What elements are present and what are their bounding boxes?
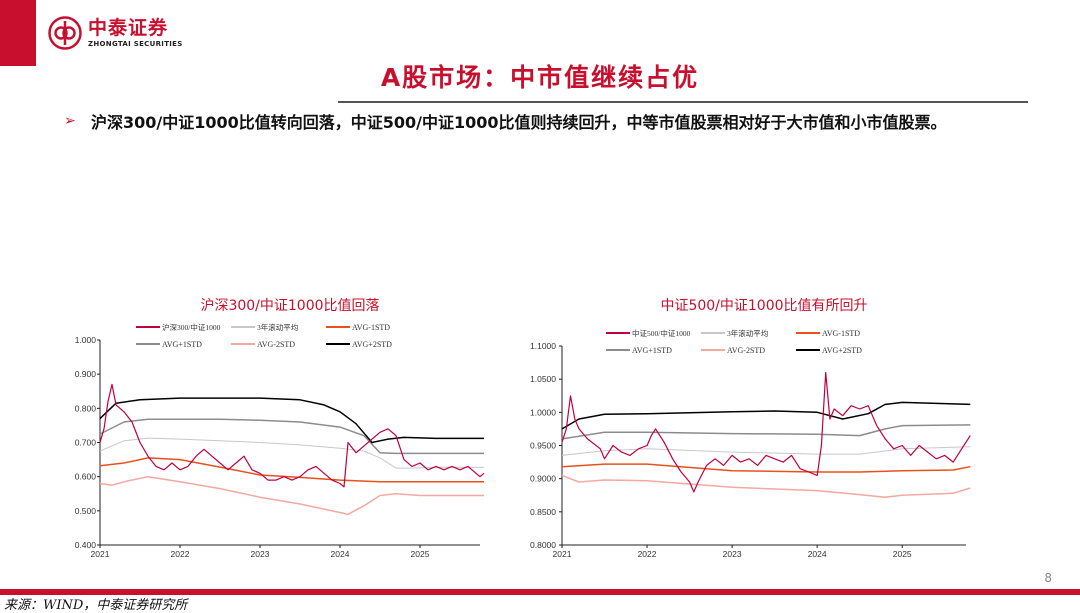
chart1-series-line	[99, 475, 484, 516]
chart2-x-tick-label: 2024	[808, 549, 827, 559]
bullet-arrow-icon: ➢	[64, 113, 76, 129]
footer-bar	[0, 589, 1080, 595]
chart2-y-tick-label: 1.1000	[530, 341, 556, 351]
chart1-title: 沪深300/中证1000比值回落	[200, 298, 380, 314]
chart2-title: 中证500/中证1000比值有所回升	[660, 298, 868, 314]
brand-name-en: ZHONGTAI SECURITIES	[88, 39, 183, 48]
source-note: 来源：WIND，中泰证券研究所	[4, 598, 188, 613]
chart1-legend-label: 3年滚动平均	[257, 322, 298, 332]
chart2-x-tick-label: 2023	[723, 549, 742, 559]
chart1-series-line	[99, 457, 484, 483]
chart2-y-tick-label: 1.0500	[530, 374, 556, 384]
page-number: 8	[1044, 571, 1052, 585]
chart1-y-tick-label: 0.600	[75, 472, 97, 482]
chart1-legend-label: AVG+1STD	[162, 340, 202, 349]
chart1-y-tick-label: 0.400	[75, 540, 97, 550]
header-accent-bar	[0, 0, 36, 66]
chart2-legend-label: 中证500/中证1000	[632, 328, 691, 338]
chart2-x-tick-label: 2025	[893, 549, 912, 559]
chart1-x-tick-label: 2022	[171, 549, 190, 559]
brand-name-cn: 中泰证券	[88, 16, 169, 39]
chart1-y-tick-label: 0.500	[75, 506, 97, 516]
chart1-y-tick-label: 1.000	[75, 335, 97, 345]
chart2-legend-label: 3年滚动平均	[727, 328, 768, 338]
chart1-x-tick-label: 2023	[251, 549, 270, 559]
chart1-legend-label: 沪深300/中证1000	[162, 322, 221, 332]
chart1-legend-label: AVG-1STD	[352, 323, 390, 332]
zhongtai-logo-icon	[48, 16, 82, 50]
chart2-x-tick-label: 2021	[553, 549, 572, 559]
chart1-legend-label: AVG+2STD	[352, 340, 392, 349]
chart1-series-line	[99, 397, 484, 444]
chart2-series-line	[561, 371, 971, 493]
chart1-series-line	[99, 383, 485, 488]
page-title: A股市场：中市值继续占优	[380, 63, 700, 92]
chart2-y-tick-label: 0.9000	[530, 474, 556, 484]
chart1-series-line	[99, 437, 485, 469]
chart1-x-tick-label: 2025	[411, 549, 430, 559]
chart2-y-tick-label: 0.8000	[530, 540, 556, 550]
chart1-y-tick-label: 0.800	[75, 403, 97, 413]
chart2-legend-label: AVG-1STD	[822, 329, 860, 338]
chart2-x-tick-label: 2022	[638, 549, 657, 559]
chart2-series-line	[561, 463, 971, 473]
chart2-y-tick-label: 0.9500	[530, 441, 556, 451]
chart2-legend-label: AVG+1STD	[632, 346, 672, 355]
chart2-series-line	[561, 446, 971, 456]
chart1-x-tick-label: 2024	[331, 549, 350, 559]
chart2-legend-label: AVG+2STD	[822, 346, 862, 355]
bullet-text: 沪深300/中证1000比值转向回落，中证500/中证1000比值则持续回升，中…	[91, 113, 947, 132]
chart2-legend-label: AVG-2STD	[727, 346, 765, 355]
chart2-series-line	[561, 474, 971, 498]
chart2-y-tick-label: 1.0000	[530, 407, 556, 417]
chart1-x-tick-label: 2021	[91, 549, 110, 559]
chart1-legend-label: AVG-2STD	[257, 340, 295, 349]
title-divider	[338, 101, 1028, 103]
chart2-series-line	[561, 401, 971, 430]
chart1-y-tick-label: 0.900	[75, 369, 97, 379]
chart2-y-tick-label: 0.8500	[530, 507, 556, 517]
chart1-series-line	[99, 418, 484, 455]
chart2-series-line	[561, 424, 971, 440]
brand-logo: 中泰证券 ZHONGTAI SECURITIES	[48, 16, 183, 50]
chart1-y-tick-label: 0.700	[75, 438, 97, 448]
